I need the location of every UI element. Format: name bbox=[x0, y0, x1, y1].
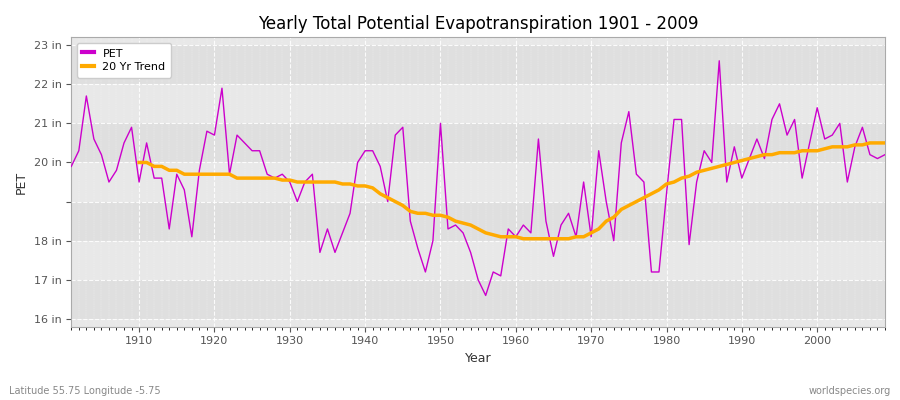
Bar bbox=[71, 280, 885, 319]
20 Yr Trend bbox=[307, 180, 318, 184]
20 Yr Trend bbox=[134, 160, 145, 165]
20 Yr Trend bbox=[865, 140, 876, 145]
PET bbox=[879, 152, 890, 157]
Bar bbox=[71, 123, 885, 162]
Text: worldspecies.org: worldspecies.org bbox=[809, 386, 891, 396]
20 Yr Trend bbox=[518, 236, 528, 241]
20 Yr Trend bbox=[827, 144, 838, 149]
20 Yr Trend bbox=[586, 230, 597, 235]
Bar bbox=[71, 202, 885, 241]
PET bbox=[608, 238, 619, 243]
PET bbox=[518, 223, 528, 228]
Title: Yearly Total Potential Evapotranspiration 1901 - 2009: Yearly Total Potential Evapotranspiratio… bbox=[258, 15, 698, 33]
20 Yr Trend bbox=[526, 236, 536, 241]
PET bbox=[510, 234, 521, 239]
Bar bbox=[71, 45, 885, 84]
20 Yr Trend bbox=[850, 142, 860, 147]
PET bbox=[714, 58, 724, 63]
Text: Latitude 55.75 Longitude -5.75: Latitude 55.75 Longitude -5.75 bbox=[9, 386, 160, 396]
PET bbox=[66, 164, 77, 169]
PET bbox=[292, 199, 302, 204]
X-axis label: Year: Year bbox=[464, 352, 491, 365]
Legend: PET, 20 Yr Trend: PET, 20 Yr Trend bbox=[76, 43, 171, 78]
PET bbox=[481, 293, 491, 298]
PET bbox=[126, 125, 137, 130]
20 Yr Trend bbox=[277, 178, 288, 182]
Y-axis label: PET: PET bbox=[15, 170, 28, 194]
20 Yr Trend bbox=[879, 140, 890, 145]
Line: 20 Yr Trend: 20 Yr Trend bbox=[140, 143, 885, 239]
PET bbox=[338, 230, 348, 235]
Line: PET: PET bbox=[71, 61, 885, 296]
